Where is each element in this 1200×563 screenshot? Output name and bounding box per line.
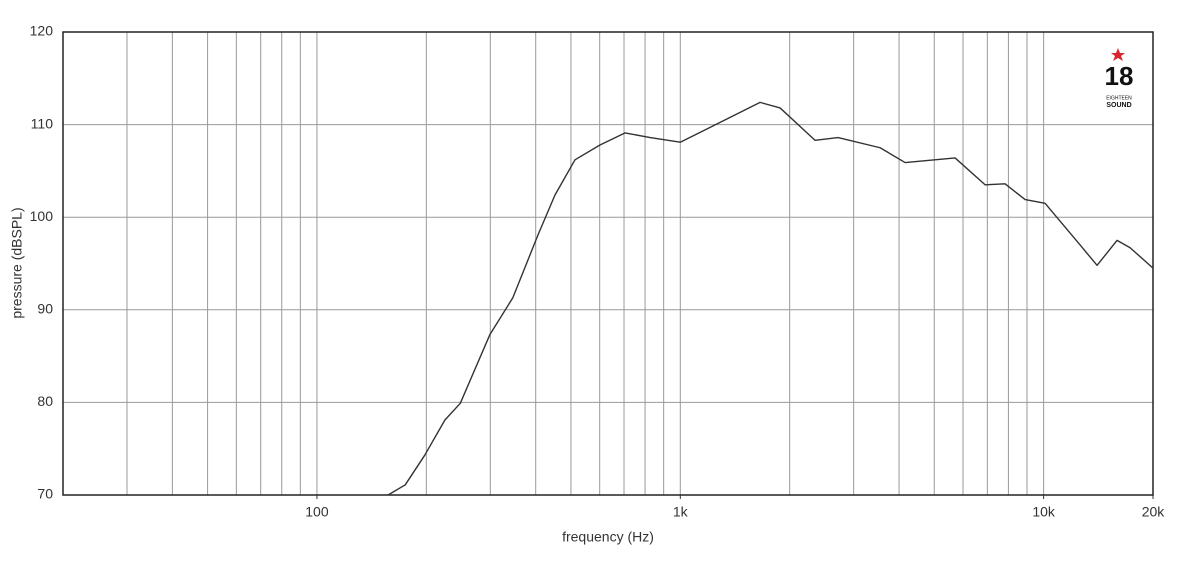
y-tick-label: 90 bbox=[37, 301, 53, 317]
logo-star bbox=[1111, 48, 1125, 61]
y-axis-label: pressure (dBSPL) bbox=[9, 207, 25, 318]
y-tick-label: 100 bbox=[30, 208, 54, 224]
y-tick-label: 80 bbox=[37, 393, 53, 409]
x-tick-label: 100 bbox=[305, 504, 329, 520]
logo-text: SOUND bbox=[1106, 102, 1131, 109]
y-tick-label: 110 bbox=[31, 115, 54, 131]
response-curve bbox=[387, 101, 1154, 496]
y-tick-label: 70 bbox=[37, 486, 53, 502]
y-tick-label: 120 bbox=[30, 23, 54, 39]
x-axis-label: frequency (Hz) bbox=[562, 529, 654, 545]
x-tick-label: 10k bbox=[1032, 504, 1056, 520]
x-tick-label: 20k bbox=[1142, 504, 1166, 520]
logo-text: EIGHTEEN bbox=[1106, 95, 1132, 101]
plot-frame bbox=[62, 31, 1154, 496]
logo: 18 EIGHTEEN SOUND bbox=[1105, 48, 1134, 109]
logo-number: 18 bbox=[1105, 61, 1134, 91]
x-tick-label: 1k bbox=[673, 504, 689, 520]
